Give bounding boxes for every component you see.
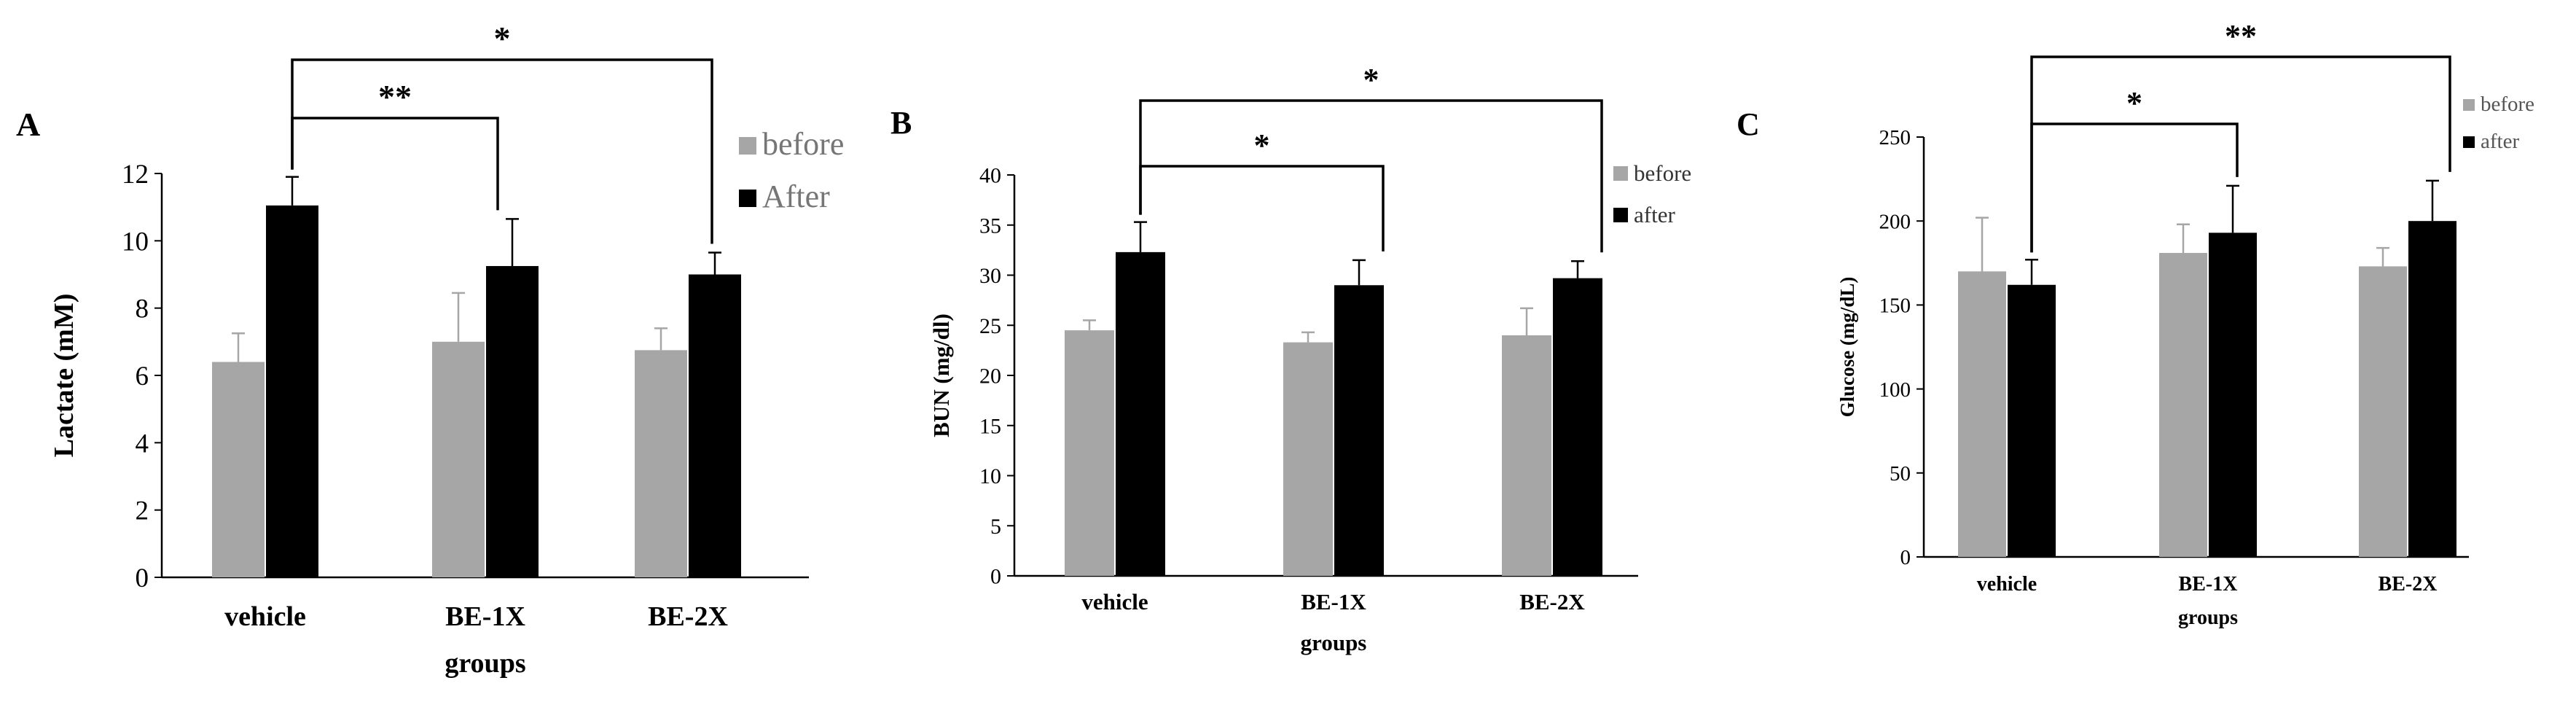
y-tick-label: 50 xyxy=(1890,462,1911,485)
y-tick-label: 2 xyxy=(136,496,149,526)
x-axis-label: groups xyxy=(2178,606,2238,629)
y-tick-label: 5 xyxy=(990,515,1001,539)
y-tick-label: 35 xyxy=(979,214,1001,238)
legend-swatch-before xyxy=(739,137,756,155)
chart-panel-b: B 0 5 10 15 20 25 30 35 40 BUN (mg/dl) vehicle BE-1X… xyxy=(890,62,1691,655)
bar-after-vehicle xyxy=(266,205,318,577)
bar-before-be-1x xyxy=(432,341,485,577)
y-tick-label: 8 xyxy=(136,294,149,324)
bar-after-vehicle xyxy=(1116,251,1165,576)
y-tick-label: 15 xyxy=(979,414,1001,438)
category-label: vehicle xyxy=(1081,589,1148,615)
legend-swatch-before xyxy=(2463,99,2475,111)
y-tick-label: 250 xyxy=(1879,126,1911,149)
y-tick-label: 10 xyxy=(979,464,1001,488)
y-axis-label: Glucose (mg/dL) xyxy=(1836,277,1858,418)
y-tick-label: 25 xyxy=(979,314,1001,338)
x-axis-label: groups xyxy=(445,648,525,679)
y-tick-label: 12 xyxy=(122,160,149,190)
category-label: BE-1X xyxy=(445,601,525,632)
bar-after-be-2x xyxy=(689,274,741,577)
bar-before-be-1x xyxy=(2159,252,2207,557)
y-tick-label: 30 xyxy=(979,264,1001,288)
bar-after-be-1x xyxy=(1334,285,1384,576)
significance-label: ** xyxy=(2225,18,2257,54)
y-tick-label: 100 xyxy=(1879,378,1911,402)
y-axis-label: Lactate (mM) xyxy=(49,294,79,458)
legend-label: before xyxy=(2481,93,2534,116)
bar-before-vehicle xyxy=(212,362,265,577)
y-tick-label: 150 xyxy=(1879,294,1911,318)
category-label: vehicle xyxy=(1977,573,2037,596)
category-label: vehicle xyxy=(224,601,306,632)
bar-before-vehicle xyxy=(1065,330,1114,576)
significance-bracket xyxy=(291,58,713,244)
category-label: BE-1X xyxy=(2179,573,2238,596)
significance-label: ** xyxy=(378,78,412,115)
significance-bracket xyxy=(2030,55,2451,253)
y-tick-label: 4 xyxy=(136,429,149,459)
category-label: BE-1X xyxy=(1301,589,1366,615)
bar-after-be-1x xyxy=(486,265,539,577)
y-tick-label: 0 xyxy=(1900,546,1911,569)
chart-panel-c: C 0 50 100 150 200 250 Glucose (mg/dL) vehicle BE… xyxy=(1737,18,2534,629)
panel-label: C xyxy=(1737,106,1760,142)
bar-before-be-1x xyxy=(1283,342,1333,576)
bar-after-vehicle xyxy=(2008,284,2056,557)
category-label: BE-2X xyxy=(648,601,728,632)
significance-label: * xyxy=(494,20,511,57)
y-tick-label: 0 xyxy=(136,563,149,593)
bar-before-be-2x xyxy=(635,350,687,577)
legend-label: After xyxy=(762,179,830,214)
chart-panel-a: A 0 2 4 6 8 10 12 Lactate (mM) vehicle BE-1X BE-2X g… xyxy=(16,20,844,679)
y-tick-label: 10 xyxy=(122,227,149,257)
y-axis-label: BUN (mg/dl) xyxy=(928,313,954,437)
significance-bracket xyxy=(1139,165,1385,251)
significance-label: * xyxy=(1254,128,1270,163)
legend-swatch-after xyxy=(2463,136,2475,148)
significance-label: * xyxy=(1363,62,1379,98)
bar-before-be-2x xyxy=(1502,335,1551,576)
legend-swatch-after xyxy=(739,190,756,207)
panel-label: B xyxy=(890,105,912,141)
legend-swatch-before xyxy=(1613,166,1628,181)
y-tick-label: 20 xyxy=(979,364,1001,389)
category-label: BE-2X xyxy=(1519,589,1585,615)
significance-bracket xyxy=(1139,99,1603,253)
bar-before-vehicle xyxy=(1958,271,2006,557)
significance-bracket xyxy=(291,117,499,211)
y-tick-label: 6 xyxy=(136,362,149,391)
panel-label: A xyxy=(16,106,40,143)
y-tick-label: 40 xyxy=(979,164,1001,188)
legend-label: before xyxy=(1634,160,1691,186)
significance-bracket xyxy=(2030,122,2239,253)
x-axis-label: groups xyxy=(1301,630,1367,655)
bar-after-be-1x xyxy=(2209,233,2257,557)
legend-swatch-after xyxy=(1613,208,1628,222)
legend-label: before xyxy=(762,126,844,162)
y-tick-label: 200 xyxy=(1879,210,1911,233)
bar-before-be-2x xyxy=(2359,266,2407,557)
bar-after-be-2x xyxy=(1553,278,1602,576)
legend-label: after xyxy=(2481,130,2519,153)
category-label: BE-2X xyxy=(2379,573,2438,596)
bar-after-be-2x xyxy=(2408,221,2456,557)
legend-label: after xyxy=(1634,202,1675,227)
significance-label: * xyxy=(2126,85,2142,121)
y-tick-label: 0 xyxy=(990,565,1001,589)
